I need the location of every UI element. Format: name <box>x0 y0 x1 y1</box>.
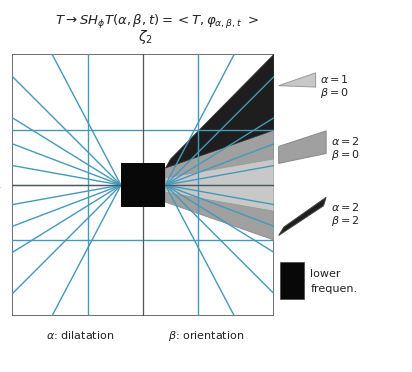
Text: $\beta$: orientation: $\beta$: orientation <box>168 329 244 343</box>
Bar <box>280 262 304 299</box>
Polygon shape <box>279 73 316 87</box>
Bar <box>121 163 165 207</box>
Polygon shape <box>165 54 274 168</box>
Polygon shape <box>165 159 274 211</box>
Polygon shape <box>279 131 326 163</box>
Text: $\beta = 2$: $\beta = 2$ <box>331 214 360 228</box>
Text: $\zeta_1$: $\zeta_1$ <box>0 173 2 192</box>
Polygon shape <box>165 130 274 240</box>
Text: $\alpha = 1$: $\alpha = 1$ <box>320 73 349 84</box>
Text: frequen.: frequen. <box>310 284 358 294</box>
Text: $\zeta_2$: $\zeta_2$ <box>138 28 153 46</box>
Text: $\beta = 0$: $\beta = 0$ <box>320 86 349 100</box>
Text: $\alpha = 2$: $\alpha = 2$ <box>331 135 360 147</box>
Text: lower: lower <box>310 269 341 279</box>
Polygon shape <box>279 197 326 235</box>
Text: $\beta = 0$: $\beta = 0$ <box>331 148 360 162</box>
Text: $\alpha$: dilatation: $\alpha$: dilatation <box>46 329 115 341</box>
Text: $T \rightarrow SH_\phi T(\alpha,\beta,t) =< T, \varphi_{\alpha,\beta,t}\ >$: $T \rightarrow SH_\phi T(\alpha,\beta,t)… <box>55 13 258 31</box>
Text: $\alpha = 2$: $\alpha = 2$ <box>331 201 360 213</box>
